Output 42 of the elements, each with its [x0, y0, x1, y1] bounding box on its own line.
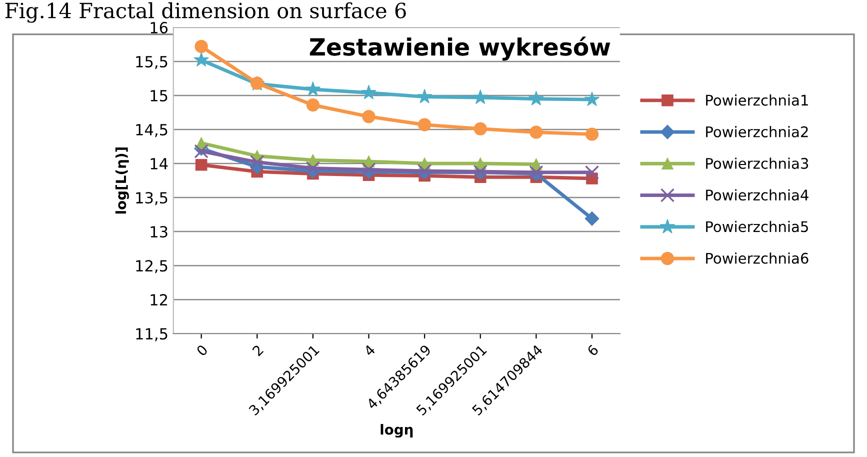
- point: [362, 110, 376, 124]
- point: [528, 90, 544, 106]
- point: [474, 122, 487, 136]
- point: [250, 155, 264, 170]
- y-tick-label: 14,5: [136, 124, 168, 138]
- y-tick-label: 16: [150, 22, 168, 34]
- x-tick-label: 6: [586, 344, 599, 356]
- y-tick-label: 14: [150, 158, 168, 170]
- point: [194, 40, 208, 54]
- caption: Fig.14 Fractal dimension on surface 6: [5, 2, 406, 23]
- point: [472, 90, 488, 104]
- point: [418, 118, 432, 132]
- y-tick-label: 15,5: [136, 56, 168, 70]
- point: [361, 84, 376, 100]
- y-tick-label: 11,5: [136, 328, 168, 342]
- legend-label: Powierzchnia4: [706, 189, 808, 201]
- legend-label: Powierzchnia6: [706, 252, 808, 264]
- point: [585, 128, 599, 141]
- point: [416, 88, 432, 104]
- point: [194, 52, 209, 67]
- point: [584, 165, 600, 180]
- y-tick-label: 13,5: [136, 192, 168, 206]
- y-tick-label: 12: [150, 294, 168, 306]
- point: [584, 92, 600, 106]
- point: [305, 81, 321, 96]
- y-tick-label: 12,5: [136, 260, 168, 274]
- legend-label: Powierzchnia3: [706, 158, 808, 169]
- chart-title: Zestawienie wykresów: [310, 36, 610, 61]
- point: [584, 211, 600, 226]
- y-tick-label: 13: [150, 226, 168, 238]
- point: [195, 158, 208, 171]
- point: [530, 126, 543, 139]
- y-axis-title: log[L(η)]: [115, 148, 129, 214]
- legend-label: Powierzchnia1: [706, 94, 808, 106]
- x-axis-title: logη: [380, 424, 413, 438]
- legend-label: Powierzchnia2: [706, 126, 808, 138]
- point: [306, 98, 320, 112]
- point: [306, 161, 320, 176]
- y-tick-label: 15: [150, 90, 168, 102]
- point: [194, 144, 208, 158]
- legend-label: Powierzchnia5: [706, 220, 808, 232]
- x-tick-label: 0: [196, 344, 208, 357]
